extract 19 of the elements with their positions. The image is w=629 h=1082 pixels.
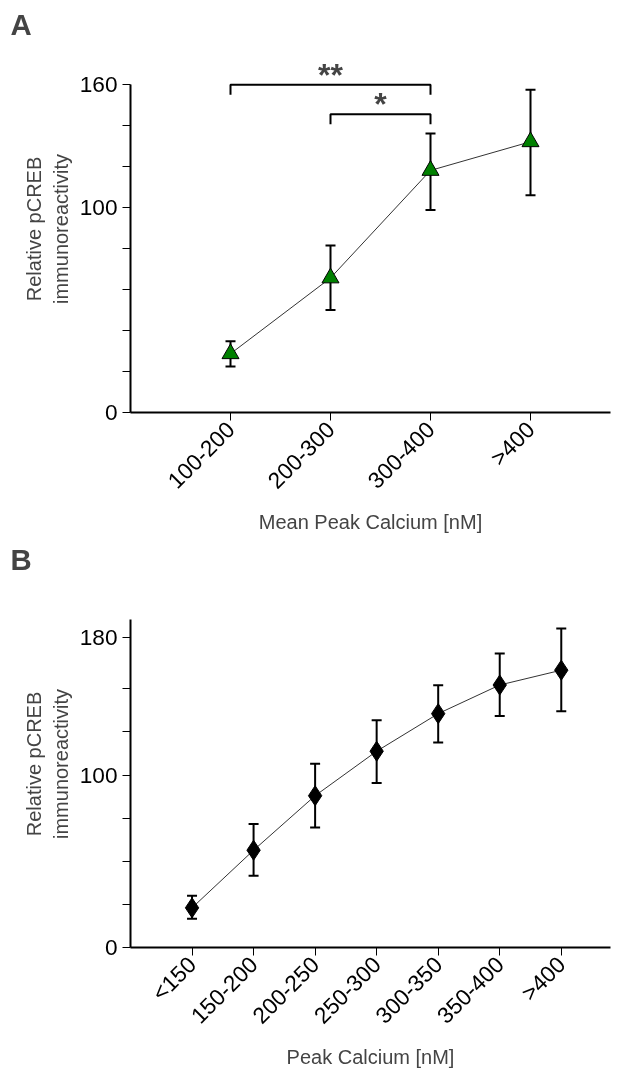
y-tick-label: 0 [104, 934, 118, 960]
y-axis-title: Relative pCREB immunoreactivity [23, 688, 72, 840]
y-tick-label: 180 [79, 623, 118, 650]
y-tick-label: 100 [79, 761, 118, 788]
x-axis-title: Peak Calcium [nM] [286, 1045, 455, 1068]
point [421, 160, 440, 176]
point [221, 343, 240, 360]
y-axis-title: Relative pCREB immunoreactivity [23, 153, 72, 305]
chart-title: A [10, 7, 32, 41]
y-tick-label: 100 [79, 194, 118, 221]
chart-title: B [10, 542, 32, 576]
annotation: ** [318, 56, 344, 93]
point [521, 131, 540, 148]
y-tick-label: 160 [79, 71, 118, 98]
annotation: * [374, 86, 388, 123]
y-tick-label: 0 [104, 399, 118, 425]
x-axis-title: Mean Peak Calcium [nM] [258, 510, 483, 533]
point [307, 785, 323, 807]
point [321, 267, 340, 284]
